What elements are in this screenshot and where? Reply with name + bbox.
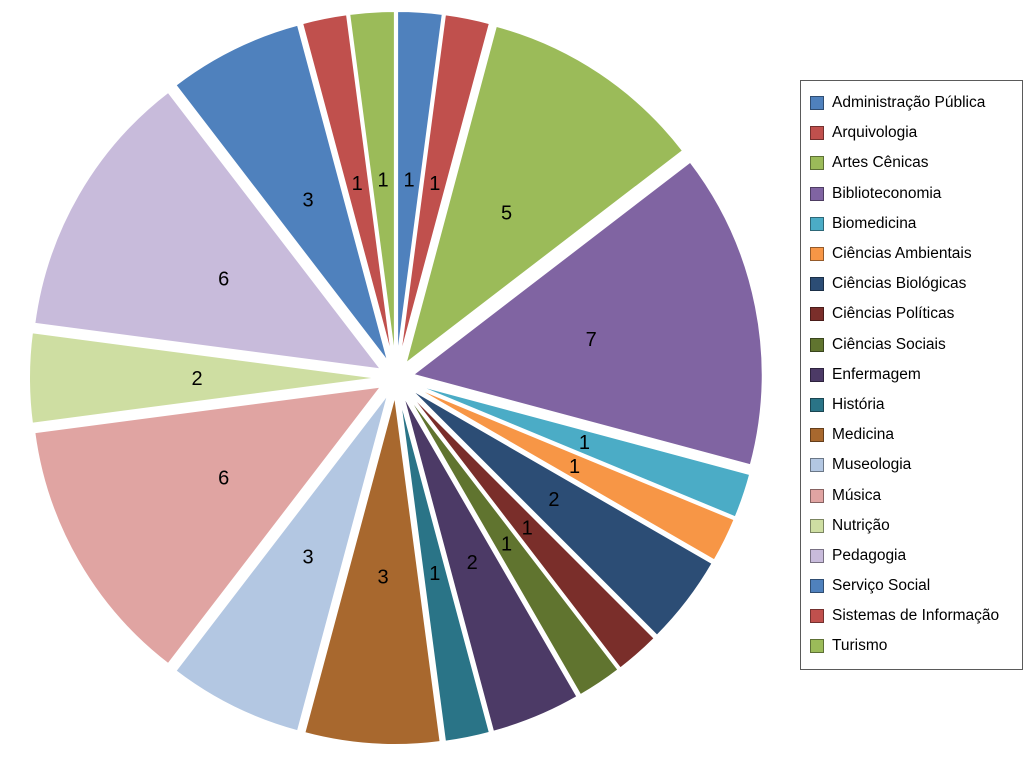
pie-slice xyxy=(396,9,444,362)
legend-item: Museologia xyxy=(810,450,1018,480)
pie-slice xyxy=(404,391,620,697)
slice-value-label: 2 xyxy=(191,368,202,390)
legend-label: Serviço Social xyxy=(832,577,931,595)
legend-swatch-icon xyxy=(810,247,824,262)
pie-slice xyxy=(410,160,764,467)
slice-value-label: 6 xyxy=(218,269,229,291)
legend-list: Administração Pública Arquivologia Artes C… xyxy=(810,88,1018,662)
legend-swatch-icon xyxy=(810,428,824,443)
legend-item: Pedagogia xyxy=(810,541,1018,571)
legend-item: Ciências Políticas xyxy=(810,299,1018,329)
legend-item: Música xyxy=(810,480,1018,510)
legend-item: Arquivologia xyxy=(810,118,1018,148)
slice-value-label: 1 xyxy=(569,456,580,478)
legend-label: Biblioteconomia xyxy=(832,184,942,202)
pie-slice xyxy=(398,394,492,743)
legend-item: Ciências Sociais xyxy=(810,330,1018,360)
legend-label: Ciências Políticas xyxy=(832,305,955,323)
legend-swatch-icon xyxy=(810,367,824,382)
slice-value-label: 1 xyxy=(403,169,414,191)
legend-swatch-icon xyxy=(810,156,824,171)
pie-slice xyxy=(33,90,384,371)
legend-swatch-icon xyxy=(810,337,824,352)
legend-label: História xyxy=(832,395,885,413)
slice-value-label: 1 xyxy=(352,173,363,195)
legend-label: Ciências Sociais xyxy=(832,335,946,353)
pie-slice xyxy=(411,382,752,519)
pie-slice xyxy=(173,23,390,364)
slice-value-label: 2 xyxy=(548,489,559,511)
legend-label: Pedagogia xyxy=(832,546,907,564)
legend-label: Sistemas de Informação xyxy=(832,607,1000,625)
legend-item: Turismo xyxy=(810,631,1018,661)
legend-swatch-icon xyxy=(810,579,824,594)
legend-item: Artes Cênicas xyxy=(810,148,1018,178)
slice-value-label: 6 xyxy=(218,468,229,490)
pie-slice xyxy=(401,393,579,734)
legend-swatch-icon xyxy=(810,518,824,533)
pie-slice xyxy=(348,9,396,362)
legend-label: Artes Cênicas xyxy=(832,154,929,172)
legend-label: Nutrição xyxy=(832,516,890,534)
legend-label: Biomedicina xyxy=(832,214,917,232)
slice-value-label: 1 xyxy=(429,563,440,585)
pie-slice xyxy=(28,331,380,425)
slice-value-label: 5 xyxy=(501,203,512,225)
pie-slice xyxy=(33,385,384,666)
slice-value-label: 2 xyxy=(467,552,478,574)
pie-slice xyxy=(398,13,492,362)
slice-value-label: 3 xyxy=(302,547,313,569)
legend-label: Arquivologia xyxy=(832,124,918,142)
pie-slice xyxy=(410,384,736,562)
legend-item: Ciências Ambientais xyxy=(810,239,1018,269)
legend-label: Turismo xyxy=(832,637,888,655)
legend-swatch-icon xyxy=(810,96,824,111)
pie-slice xyxy=(403,24,685,367)
legend-box: Administração Pública Arquivologia Artes C… xyxy=(800,80,1023,670)
pie-slice xyxy=(406,390,657,670)
legend-swatch-icon xyxy=(810,397,824,412)
legend-swatch-icon xyxy=(810,639,824,654)
legend-item: História xyxy=(810,390,1018,420)
legend-swatch-icon xyxy=(810,216,824,231)
legend-item: Serviço Social xyxy=(810,571,1018,601)
legend-swatch-icon xyxy=(810,488,824,503)
legend-swatch-icon xyxy=(810,609,824,624)
pie-slice xyxy=(303,394,442,746)
legend-swatch-icon xyxy=(810,126,824,141)
pie-slice xyxy=(173,392,390,733)
legend-item: Biomedicina xyxy=(810,209,1018,239)
legend-item: Administração Pública xyxy=(810,88,1018,118)
legend-label: Música xyxy=(832,486,882,504)
legend-item: Sistemas de Informação xyxy=(810,601,1018,631)
legend-swatch-icon xyxy=(810,307,824,322)
slice-value-label: 1 xyxy=(522,518,533,540)
pie-slice xyxy=(300,13,394,362)
legend-label: Administração Pública xyxy=(832,94,986,112)
legend-label: Museologia xyxy=(832,456,912,474)
legend-swatch-icon xyxy=(810,548,824,563)
legend-swatch-icon xyxy=(810,186,824,201)
legend-item: Enfermagem xyxy=(810,360,1018,390)
pie-slice xyxy=(408,387,714,638)
legend-label: Ciências Biológicas xyxy=(832,275,967,293)
slice-value-label: 1 xyxy=(429,173,440,195)
legend-item: Medicina xyxy=(810,420,1018,450)
slice-value-label: 7 xyxy=(586,329,597,351)
legend-swatch-icon xyxy=(810,277,824,292)
legend-label: Medicina xyxy=(832,426,895,444)
slice-value-label: 3 xyxy=(377,567,388,589)
slice-value-label: 1 xyxy=(377,169,388,191)
legend-label: Enfermagem xyxy=(832,365,921,383)
slice-value-label: 3 xyxy=(302,190,313,212)
legend-item: Nutrição xyxy=(810,511,1018,541)
legend-swatch-icon xyxy=(810,458,824,473)
legend-label: Ciências Ambientais xyxy=(832,245,972,263)
slice-value-label: 1 xyxy=(501,534,512,556)
legend-item: Ciências Biológicas xyxy=(810,269,1018,299)
slice-value-label: 1 xyxy=(579,432,590,454)
legend-item: Biblioteconomia xyxy=(810,179,1018,209)
